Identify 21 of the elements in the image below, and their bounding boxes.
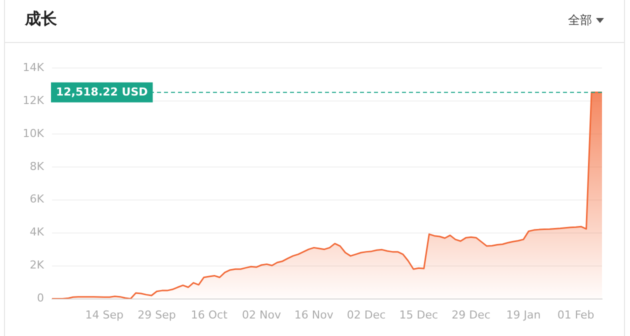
x-tick-label: 29 Sep	[138, 308, 176, 322]
y-tick-label: 14K	[22, 60, 45, 74]
x-tick-label: 02 Nov	[242, 308, 282, 322]
x-tick-label: 02 Dec	[346, 308, 386, 322]
y-tick-label: 4K	[30, 226, 45, 239]
y-tick-label: 2K	[30, 258, 45, 272]
y-tick-label: 8K	[30, 160, 45, 173]
chart-title: 成长	[25, 9, 57, 30]
y-tick-label: 0	[37, 292, 44, 305]
x-tick-label: 29 Dec	[452, 308, 490, 322]
x-tick-label: 16 Oct	[190, 308, 228, 322]
x-tick-label: 15 Dec	[399, 308, 438, 322]
text: 全部	[568, 12, 592, 29]
y-tick-label: 6K	[30, 192, 45, 206]
y-tick-label: 10K	[22, 126, 45, 140]
ref-line-label: 12,518.22 USD	[56, 85, 148, 98]
x-tick-label: 19 Jan	[506, 308, 541, 322]
x-tick-label: 14 Sep	[85, 308, 124, 322]
x-tick-label: 01 Feb	[557, 308, 594, 322]
y-tick-label: 12K	[22, 94, 45, 107]
x-tick-label: 16 Nov	[294, 308, 334, 322]
